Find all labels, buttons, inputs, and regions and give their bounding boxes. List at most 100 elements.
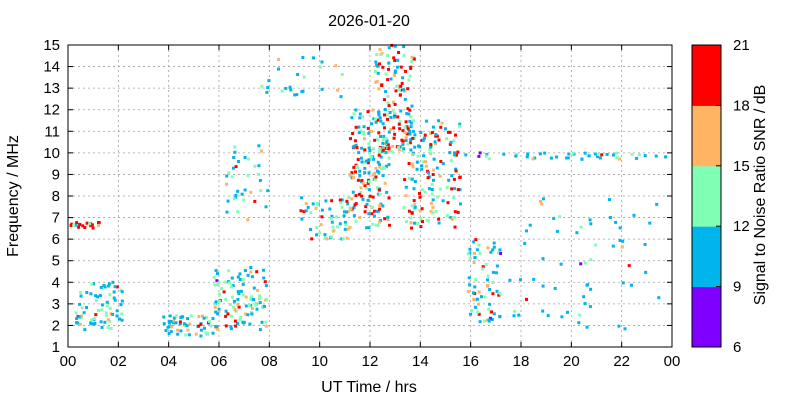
snr-point bbox=[183, 322, 186, 326]
snr-point bbox=[499, 252, 503, 255]
snr-point bbox=[405, 125, 409, 129]
snr-point bbox=[427, 219, 431, 223]
snr-point bbox=[342, 214, 346, 218]
snr-point bbox=[453, 225, 457, 229]
snr-point bbox=[108, 293, 112, 297]
snr-point bbox=[477, 154, 481, 158]
snr-point bbox=[381, 141, 385, 145]
snr-point bbox=[186, 328, 190, 332]
y-tick-label: 3 bbox=[52, 296, 60, 313]
snr-point bbox=[349, 137, 352, 141]
snr-point bbox=[549, 156, 553, 160]
snr-point bbox=[170, 325, 174, 329]
snr-point bbox=[237, 305, 241, 309]
snr-point bbox=[383, 126, 386, 130]
snr-point bbox=[172, 319, 176, 323]
snr-point bbox=[583, 302, 587, 306]
snr-point bbox=[374, 120, 378, 124]
snr-point bbox=[356, 166, 359, 170]
snr-point bbox=[391, 144, 395, 148]
snr-point bbox=[367, 146, 371, 150]
snr-point bbox=[419, 217, 423, 221]
snr-point bbox=[319, 223, 323, 227]
snr-point bbox=[402, 147, 406, 151]
y-tick-label: 6 bbox=[52, 231, 60, 248]
snr-point bbox=[364, 159, 368, 163]
snr-point bbox=[458, 122, 462, 126]
snr-point bbox=[309, 228, 312, 231]
snr-point bbox=[174, 321, 178, 325]
snr-point bbox=[385, 141, 389, 145]
snr-point bbox=[413, 203, 417, 207]
snr-point bbox=[299, 209, 303, 213]
snr-point bbox=[374, 60, 378, 64]
snr-point bbox=[528, 223, 532, 227]
snr-point bbox=[439, 159, 443, 163]
snr-point bbox=[356, 178, 360, 182]
snr-point bbox=[435, 166, 439, 170]
snr-point bbox=[237, 160, 240, 163]
snr-point bbox=[256, 289, 260, 292]
snr-point bbox=[352, 214, 356, 218]
snr-point bbox=[381, 174, 385, 177]
x-tick-label: 06 bbox=[211, 353, 228, 370]
snr-point bbox=[258, 328, 262, 332]
snr-point bbox=[365, 226, 369, 230]
snr-point bbox=[392, 56, 396, 60]
snr-point bbox=[199, 328, 203, 332]
snr-point bbox=[111, 312, 115, 316]
snr-point bbox=[262, 268, 265, 272]
snr-point bbox=[80, 306, 84, 310]
y-tick-label: 12 bbox=[43, 102, 60, 119]
snr-point bbox=[420, 207, 424, 211]
y-tick-label: 2 bbox=[52, 317, 60, 334]
snr-point bbox=[213, 302, 217, 306]
snr-point bbox=[383, 166, 386, 170]
snr-point bbox=[407, 209, 411, 213]
snr-point bbox=[386, 101, 390, 105]
snr-point bbox=[354, 125, 358, 129]
snr-point bbox=[211, 331, 215, 335]
snr-point bbox=[222, 290, 226, 294]
snr-point bbox=[301, 56, 305, 59]
snr-point bbox=[383, 113, 386, 117]
snr-point bbox=[383, 181, 387, 185]
snr-point bbox=[566, 156, 570, 160]
snr-point bbox=[404, 120, 408, 124]
snr-point bbox=[366, 110, 370, 114]
snr-point bbox=[258, 301, 262, 305]
x-tick-label: 12 bbox=[362, 353, 379, 370]
snr-point bbox=[378, 204, 382, 208]
snr-point bbox=[119, 303, 123, 307]
snr-point bbox=[255, 270, 259, 274]
snr-point bbox=[259, 189, 263, 193]
snr-point bbox=[399, 84, 403, 88]
snr-point bbox=[397, 148, 401, 152]
snr-point bbox=[384, 150, 388, 154]
snr-point bbox=[410, 211, 414, 215]
snr-point bbox=[120, 318, 124, 322]
snr-point bbox=[519, 278, 522, 282]
snr-point bbox=[343, 220, 347, 224]
snr-point bbox=[226, 312, 230, 316]
snr-point bbox=[552, 216, 556, 220]
snr-point bbox=[477, 243, 481, 247]
snr-point bbox=[232, 156, 236, 159]
snr-point bbox=[347, 195, 351, 199]
snr-point bbox=[246, 174, 250, 177]
snr-point bbox=[487, 157, 491, 161]
snr-point bbox=[583, 151, 587, 155]
snr-point bbox=[367, 188, 371, 192]
snr-point bbox=[107, 284, 111, 288]
snr-point bbox=[467, 276, 471, 280]
snr-point bbox=[432, 178, 435, 182]
snr-point bbox=[395, 84, 399, 88]
snr-point bbox=[409, 216, 413, 220]
snr-point bbox=[620, 245, 624, 249]
snr-point bbox=[491, 292, 495, 296]
snr-point bbox=[431, 168, 435, 172]
snr-point bbox=[365, 186, 369, 190]
snr-point bbox=[486, 318, 489, 322]
snr-point bbox=[182, 324, 186, 327]
snr-point bbox=[362, 125, 366, 129]
